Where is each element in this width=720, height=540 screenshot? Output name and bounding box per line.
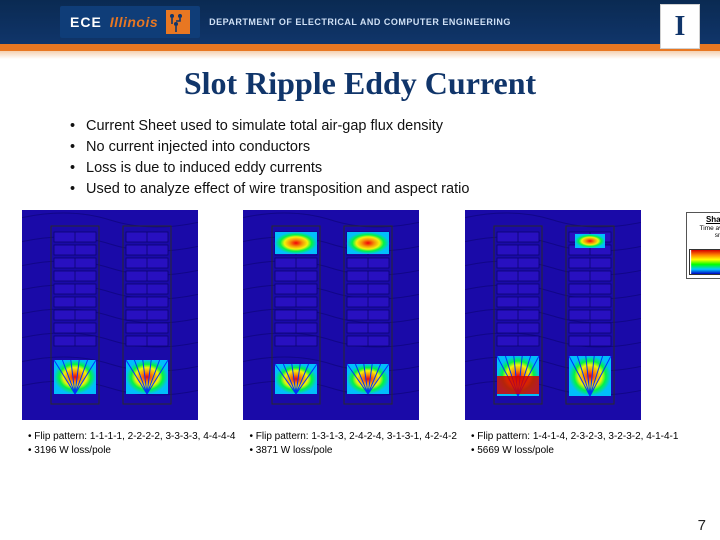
orange-divider	[0, 44, 720, 51]
bullet-item: Used to analyze effect of wire transposi…	[70, 179, 720, 200]
illinois-block-i-icon: I	[660, 4, 700, 49]
legend-subtitle: Time avg ohmic loss smoothed1	[689, 225, 720, 246]
loss-1: 3196 W loss/pole	[28, 445, 235, 456]
flip-pattern-3: Flip pattern: 1-4-1-4, 2-3-2-3, 3-2-3-2,…	[471, 431, 678, 442]
slide-title: Slot Ripple Eddy Current	[0, 65, 720, 102]
loss-2: 3871 W loss/pole	[249, 445, 456, 456]
logo-ece-text: ECE	[70, 14, 102, 30]
circuit-icon	[166, 10, 190, 34]
logo-illinois-text: Illinois	[110, 14, 158, 30]
sim-panel-3: Flip pattern: 1-4-1-4, 2-3-2-3, 3-2-3-2,…	[465, 210, 678, 459]
legend-title: Shaded Plot	[689, 215, 720, 224]
flip-pattern-1: Flip pattern: 1-1-1-1, 2-2-2-2, 3-3-3-3,…	[28, 431, 235, 442]
bullet-item: No current injected into conductors	[70, 137, 720, 158]
gradient-divider	[0, 51, 720, 59]
loss-3: 5669 W loss/pole	[471, 445, 678, 456]
slide-header: ECE Illinois DEPARTMENT OF ELECTRICAL AN…	[0, 0, 720, 44]
legend-gradient-icon	[689, 249, 720, 275]
color-legend: Shaded Plot Time avg ohmic loss smoothed…	[686, 212, 720, 279]
bullet-item: Current Sheet used to simulate total air…	[70, 116, 720, 137]
panel-3-caption: Flip pattern: 1-4-1-4, 2-3-2-3, 3-2-3-2,…	[465, 431, 678, 456]
sim-panel-2: Flip pattern: 1-3-1-3, 2-4-2-4, 3-1-3-1,…	[243, 210, 456, 459]
sim-plot-1	[22, 210, 198, 420]
bullet-list: Current Sheet used to simulate total air…	[70, 116, 720, 200]
department-label: DEPARTMENT OF ELECTRICAL AND COMPUTER EN…	[209, 17, 511, 27]
ece-logo: ECE Illinois	[60, 6, 200, 38]
page-number: 7	[698, 517, 706, 534]
sim-panel-1: Flip pattern: 1-1-1-1, 2-2-2-2, 3-3-3-3,…	[22, 210, 235, 459]
bullet-item: Loss is due to induced eddy currents	[70, 158, 720, 179]
sim-plot-3	[465, 210, 641, 420]
panel-1-caption: Flip pattern: 1-1-1-1, 2-2-2-2, 3-3-3-3,…	[22, 431, 235, 456]
panel-2-caption: Flip pattern: 1-3-1-3, 2-4-2-4, 3-1-3-1,…	[243, 431, 456, 456]
figure-row: Flip pattern: 1-1-1-1, 2-2-2-2, 3-3-3-3,…	[0, 210, 720, 459]
flip-pattern-2: Flip pattern: 1-3-1-3, 2-4-2-4, 3-1-3-1,…	[249, 431, 456, 442]
sim-plot-2	[243, 210, 419, 420]
